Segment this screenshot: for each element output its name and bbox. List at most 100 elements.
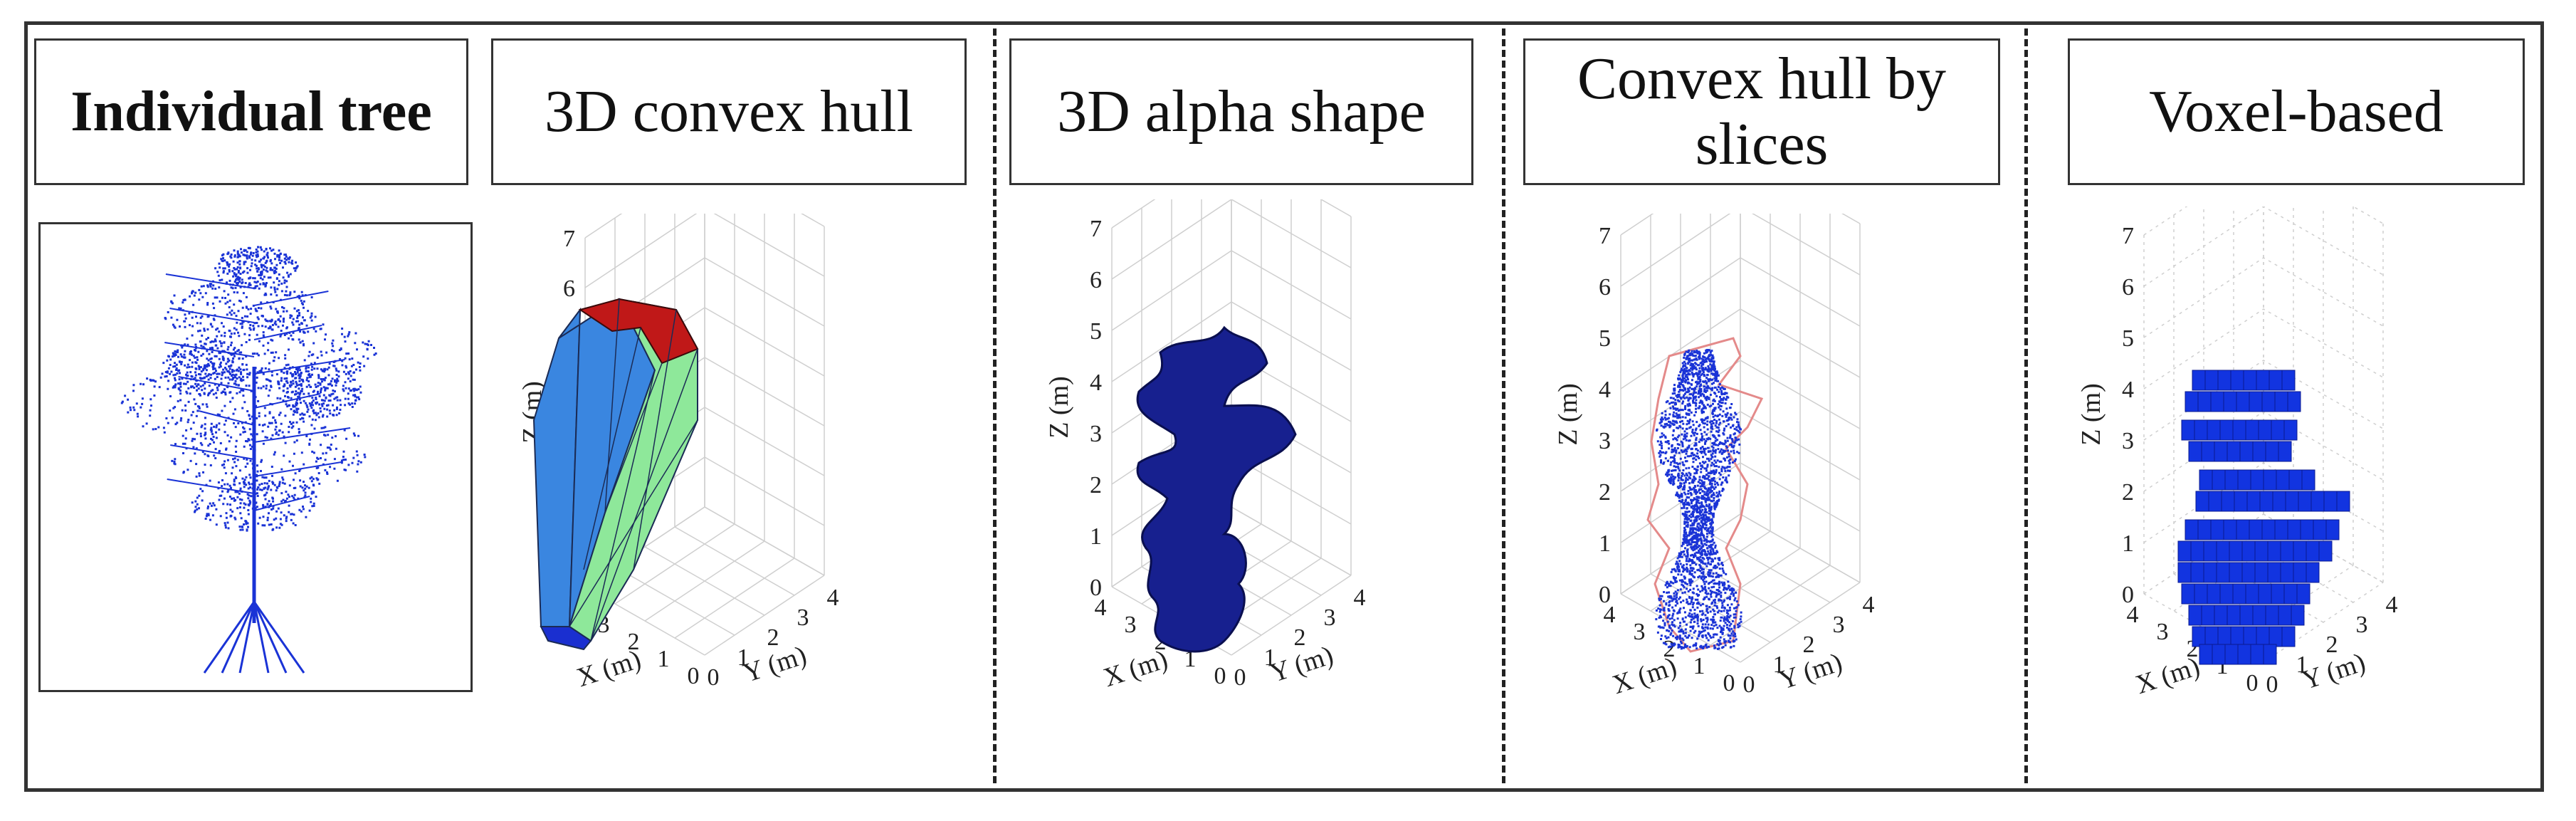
tree-point-cloud (120, 246, 377, 674)
tree-root (253, 601, 288, 674)
voxel-cube (2272, 491, 2286, 512)
voxel-cube (2241, 540, 2256, 562)
y-tick-label: 2 (2326, 632, 2338, 658)
voxel-cube (2227, 605, 2241, 626)
y-tick-label: 3 (797, 605, 809, 631)
voxel-cube (2267, 540, 2281, 562)
voxel-cube (2288, 469, 2303, 491)
voxel-cube (2204, 626, 2219, 647)
axes-grid (1620, 214, 1861, 663)
tree-branch (253, 496, 310, 511)
tree-branch (170, 444, 255, 460)
y-tick-label: 4 (1354, 585, 1366, 611)
voxel-cube (2190, 562, 2204, 583)
y-tick-label: 0 (708, 664, 720, 691)
voxel-cube (2207, 419, 2221, 441)
y-tick-label: 4 (827, 585, 839, 611)
title-convex-hull-slices: Convex hull by slices (1523, 38, 2000, 185)
voxel-cube (2181, 419, 2195, 441)
voxel-cube (2239, 605, 2254, 626)
voxel-cube (2216, 540, 2230, 562)
voxel-cube (2243, 370, 2257, 391)
y-tick-label: 0 (1234, 664, 1246, 691)
grid-line (614, 523, 735, 605)
voxel-cube (2229, 540, 2243, 562)
z-tick-label: 0 (1599, 582, 1611, 608)
voxel-cube (2250, 644, 2264, 665)
x-tick-label: 3 (1125, 612, 1137, 638)
voxel-cube (2227, 441, 2241, 462)
voxel-cube (2280, 562, 2294, 583)
voxel-cube (2293, 562, 2307, 583)
voxel-cube (2271, 583, 2285, 605)
title-3d-convex-hull: 3D convex hull (491, 38, 967, 185)
voxel-cube (2192, 370, 2206, 391)
x-axis-label: X (m) (1100, 644, 1171, 693)
tree-branch (164, 342, 255, 357)
voxel-cube (2237, 644, 2251, 665)
voxel-cube (2271, 419, 2285, 441)
voxel-cube (2323, 491, 2338, 512)
x-axis-label: X (m) (2132, 652, 2203, 700)
voxel-cube (2223, 519, 2237, 540)
tree-branch (169, 308, 255, 323)
voxel-cube (2283, 419, 2298, 441)
voxel-cube (2201, 605, 2215, 626)
z-tick-label: 1 (2122, 530, 2134, 557)
z-tick-label: 7 (2122, 223, 2134, 249)
voxel-cube (2278, 605, 2292, 626)
x-tick-label: 0 (1723, 670, 1735, 696)
individual-tree-panel (38, 222, 473, 692)
voxel-cube (2197, 519, 2212, 540)
x-tick-label: 4 (1604, 602, 1616, 628)
z-tick-label: 6 (563, 276, 575, 302)
tree-root (238, 601, 256, 674)
voxel-cube (2207, 583, 2221, 605)
x-axis-label: X (m) (573, 644, 644, 693)
voxel-cube (2256, 626, 2270, 647)
grid-line (704, 506, 825, 576)
voxel-cube (2221, 491, 2235, 512)
voxel-cube (2296, 583, 2310, 605)
voxel-cube (2254, 540, 2269, 562)
y-tick-label: 3 (1324, 605, 1336, 631)
x-tick-label: 0 (1214, 663, 1226, 689)
voxel-cube (2188, 441, 2202, 462)
voxel-cube (2234, 491, 2248, 512)
tree-branch (253, 359, 345, 375)
voxel-cube (2219, 419, 2234, 441)
title-3d-convex-hull-text: 3D convex hull (545, 78, 913, 145)
z-tick-label: 0 (2122, 582, 2134, 608)
y-tick-label: 0 (2266, 671, 2278, 698)
voxel-cube (2259, 491, 2273, 512)
voxel-cube (2185, 519, 2199, 540)
hull-edge (604, 298, 620, 513)
voxel-cube (2263, 644, 2277, 665)
z-tick-label: 2 (1599, 479, 1611, 506)
x-tick-label: 3 (2157, 619, 2169, 645)
voxel-cube (2232, 419, 2246, 441)
voxel-cube (2192, 626, 2206, 647)
x-tick-label: 0 (2246, 670, 2259, 696)
voxel-cube (2212, 644, 2226, 665)
z-tick-label: 6 (1599, 274, 1611, 300)
z-tick-label: 3 (1090, 421, 1102, 447)
tree-branch (198, 410, 255, 426)
y-tick-label: 1 (1264, 644, 1276, 671)
z-tick-label: 1 (1090, 523, 1102, 550)
voxel-cube (2245, 583, 2259, 605)
x-tick-label: 4 (2127, 602, 2139, 628)
tree-root (203, 601, 256, 674)
voxel-cube (2249, 391, 2263, 412)
voxel-cube (2214, 441, 2228, 462)
z-tick-label: 6 (2122, 274, 2134, 300)
z-tick-label: 6 (1090, 267, 1102, 293)
voxel-cube (2210, 519, 2224, 540)
voxel-cube (2241, 562, 2256, 583)
grid-line (2143, 308, 2384, 389)
title-individual-tree: Individual tree (34, 38, 468, 185)
voxel-cube (2265, 441, 2279, 462)
voxel-cube (2252, 605, 2266, 626)
